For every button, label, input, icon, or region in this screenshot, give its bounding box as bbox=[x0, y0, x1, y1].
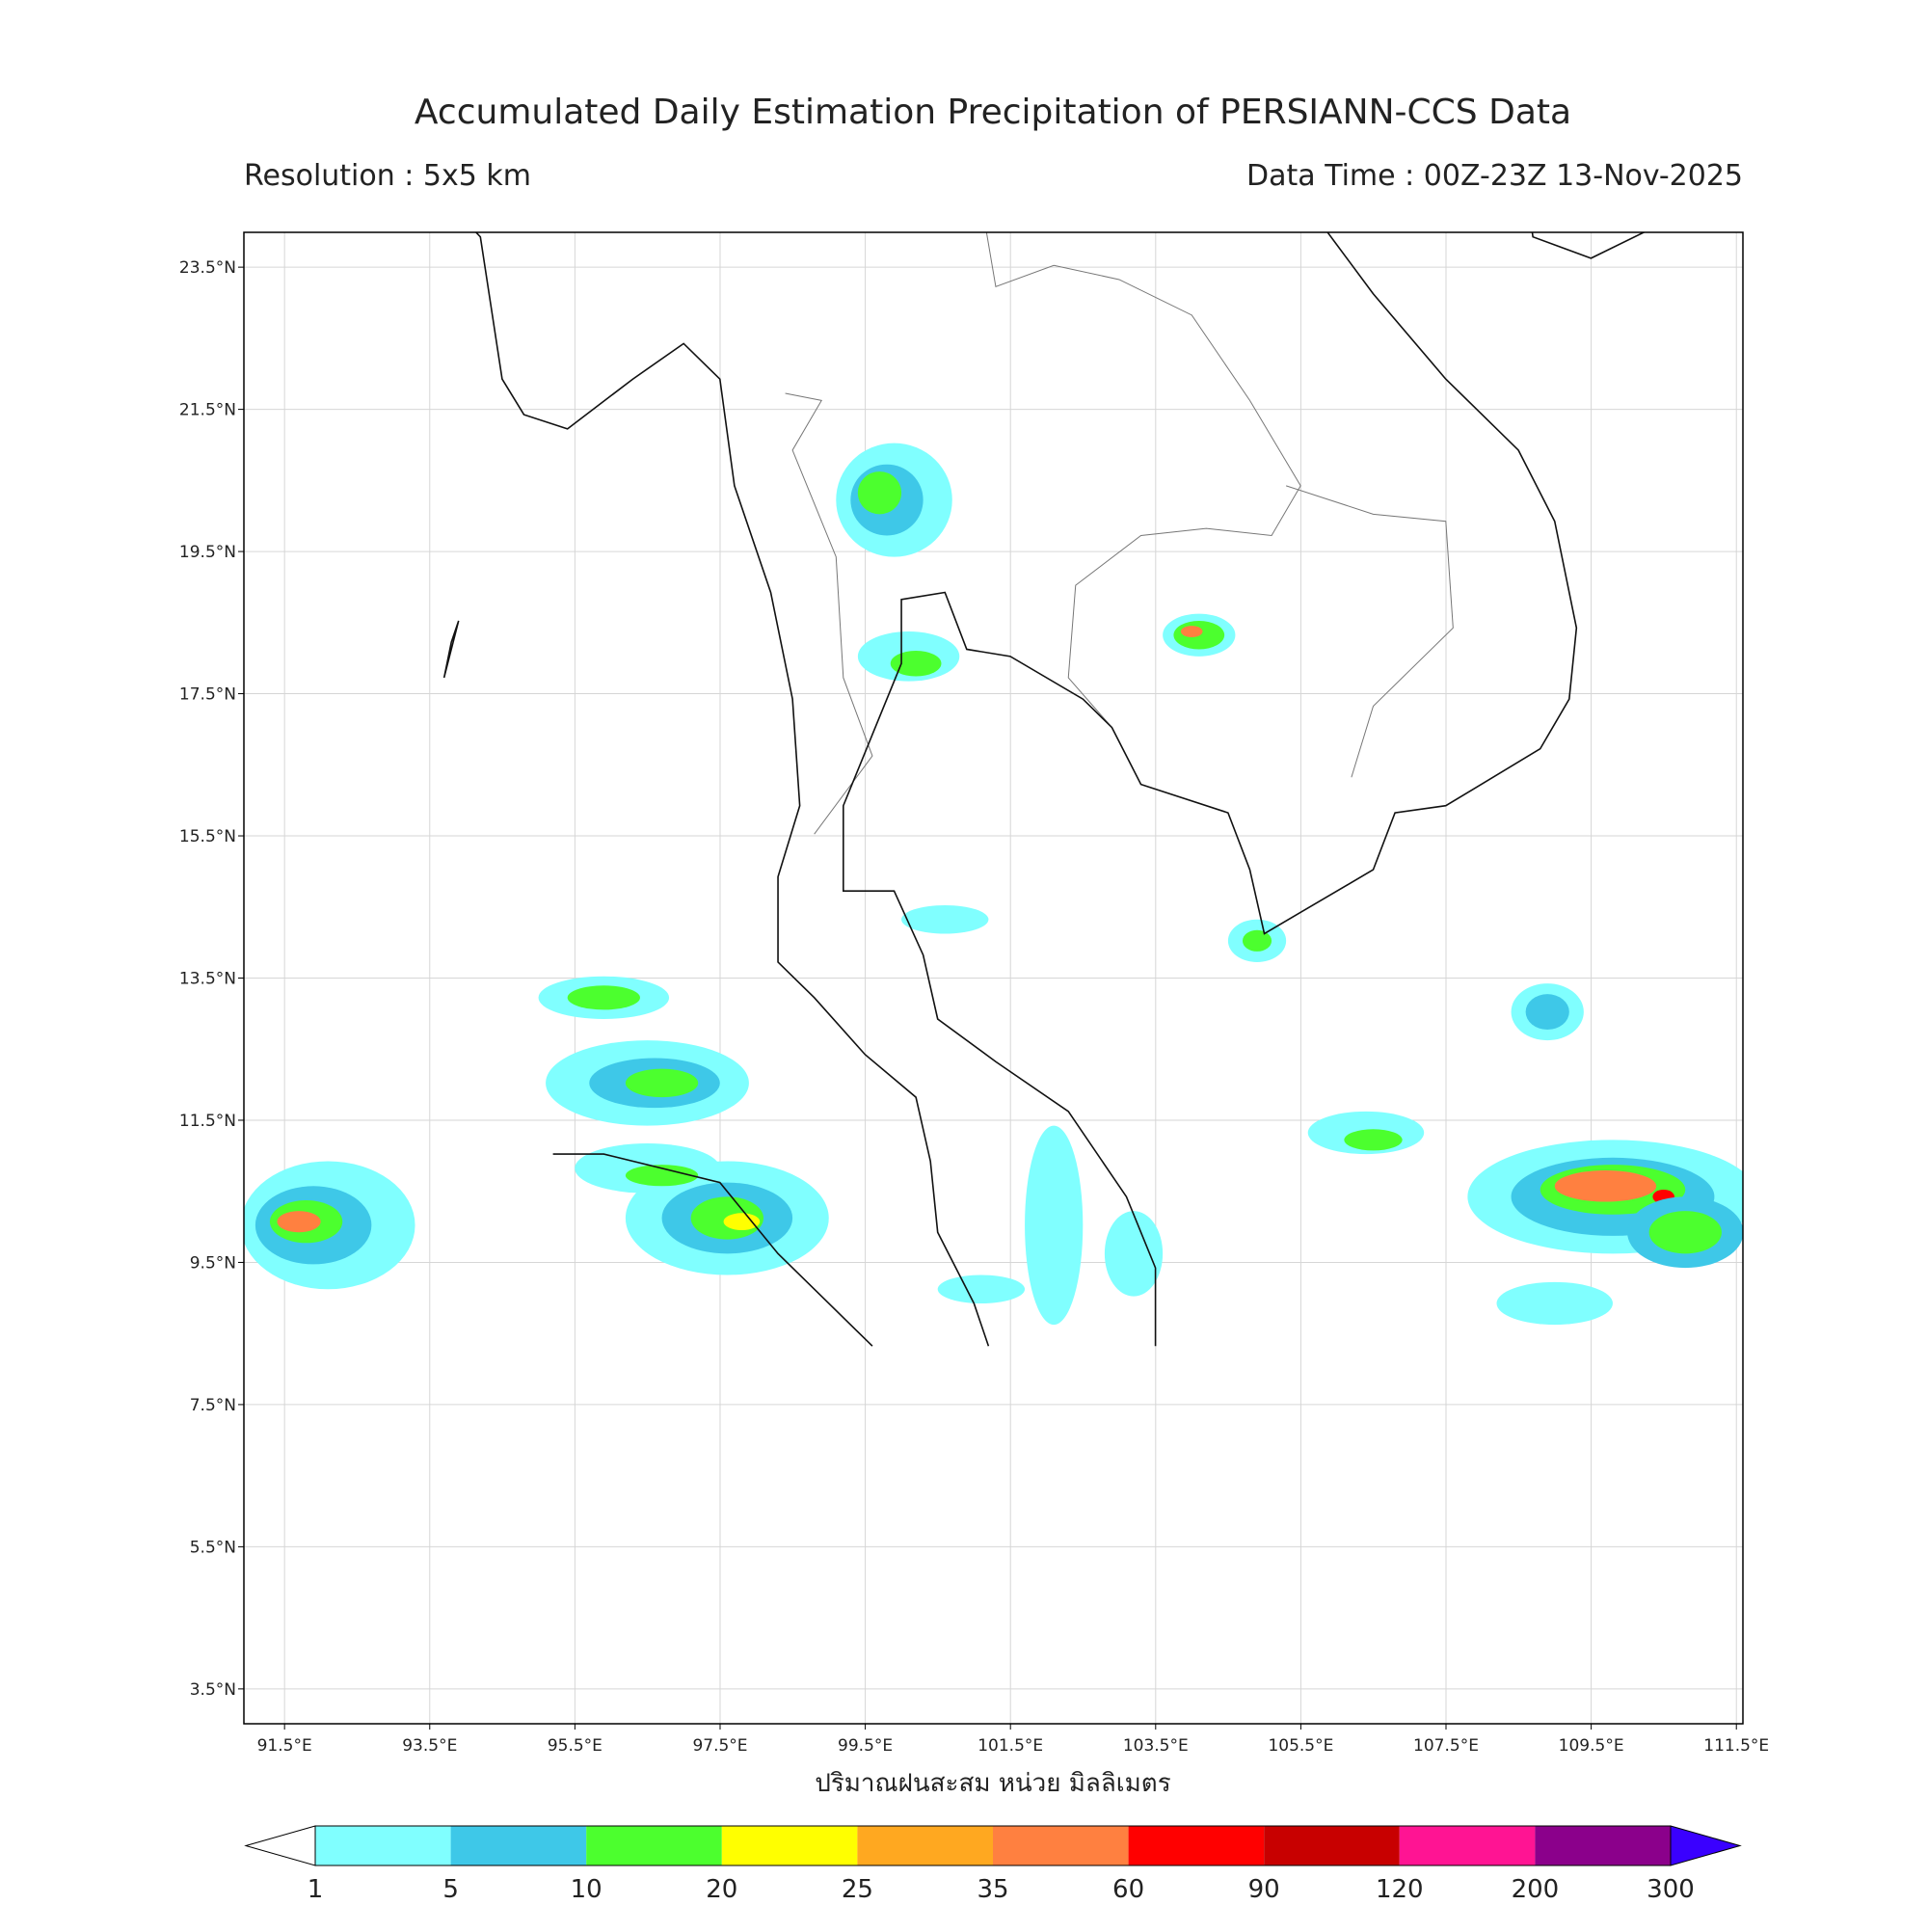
colorbar-label: 20 bbox=[706, 1875, 737, 1904]
x-tick-label: 111.5°E bbox=[1703, 1736, 1769, 1756]
colorbar-segment bbox=[1535, 1826, 1671, 1865]
y-tick-label: 17.5°N bbox=[179, 685, 236, 705]
colorbar-segment bbox=[586, 1826, 722, 1865]
colorbar-label: 5 bbox=[442, 1875, 459, 1904]
precip-area bbox=[1496, 1281, 1613, 1326]
precip-area bbox=[1344, 1129, 1403, 1151]
y-tick-label: 3.5°N bbox=[190, 1680, 236, 1700]
precip-area bbox=[723, 1213, 761, 1231]
colorbar-label: 300 bbox=[1647, 1875, 1695, 1904]
colorbar-segment bbox=[450, 1826, 587, 1865]
colorbar-label: 35 bbox=[977, 1875, 1008, 1904]
x-tick-label: 103.5°E bbox=[1123, 1736, 1189, 1756]
data-time: Data Time : 00Z-23Z 13-Nov-2025 bbox=[1246, 159, 1743, 193]
precip-area bbox=[1525, 994, 1569, 1031]
x-tick-label: 97.5°E bbox=[692, 1736, 747, 1756]
title: Accumulated Daily Estimation Precipitati… bbox=[415, 93, 1571, 132]
precip-area bbox=[1180, 626, 1203, 637]
y-tick-label: 15.5°N bbox=[179, 827, 236, 846]
map-area bbox=[244, 0, 1751, 1346]
axes: 91.5°E 93.5°E 95.5°E 97.5°E 99.5°E 101.5°E 103… bbox=[179, 258, 1769, 1756]
colorbar-label: 10 bbox=[571, 1875, 602, 1904]
country-border bbox=[408, 0, 1482, 834]
precip-area bbox=[1554, 1170, 1657, 1202]
x-tick-label: 93.5°E bbox=[402, 1736, 457, 1756]
colorbar-segment bbox=[315, 1826, 451, 1865]
y-tick-label: 11.5°N bbox=[179, 1112, 236, 1131]
y-tick-label: 13.5°N bbox=[179, 970, 236, 989]
colorbar-segment bbox=[993, 1826, 1129, 1865]
precip-area bbox=[567, 985, 640, 1010]
precip-area bbox=[901, 904, 989, 934]
x-tick-label: 109.5°E bbox=[1559, 1736, 1624, 1756]
geo-layer bbox=[244, 0, 1751, 1346]
precip-area bbox=[1648, 1211, 1722, 1254]
colorbar-label: 1 bbox=[308, 1875, 324, 1904]
colorbar-segment bbox=[857, 1826, 993, 1865]
x-tick-label: 101.5°E bbox=[977, 1736, 1043, 1756]
colorbar-segment bbox=[721, 1826, 858, 1865]
x-tick-label: 91.5°E bbox=[257, 1736, 312, 1756]
y-tick-label: 21.5°N bbox=[179, 401, 236, 420]
colorbar-segment bbox=[1128, 1826, 1265, 1865]
y-tick-label: 7.5°N bbox=[190, 1396, 236, 1415]
x-tick-label: 105.5°E bbox=[1268, 1736, 1333, 1756]
colorbar-segment bbox=[1399, 1826, 1536, 1865]
x-tick-label: 107.5°E bbox=[1413, 1736, 1479, 1756]
coastline bbox=[307, 0, 1751, 1346]
colorbar-label: 120 bbox=[1376, 1875, 1424, 1904]
colorbar-label: 90 bbox=[1248, 1875, 1280, 1904]
precip-area bbox=[937, 1275, 1026, 1303]
precip-area bbox=[857, 471, 902, 515]
y-tick-label: 9.5°N bbox=[190, 1253, 236, 1273]
precip-area bbox=[277, 1211, 321, 1233]
precip-area bbox=[1104, 1211, 1164, 1297]
precip-areas bbox=[244, 443, 1743, 1326]
colorbar-label: 60 bbox=[1112, 1875, 1144, 1904]
precip-area bbox=[1242, 929, 1272, 952]
precip-area bbox=[625, 1068, 699, 1098]
precip-area bbox=[625, 1165, 699, 1187]
precip-area bbox=[890, 650, 942, 677]
precip-area bbox=[1025, 1125, 1084, 1326]
grid bbox=[244, 232, 1743, 1724]
x-tick-label: 99.5°E bbox=[838, 1736, 893, 1756]
colorbar-frame bbox=[314, 1825, 1672, 1866]
colorbar-label: 200 bbox=[1512, 1875, 1560, 1904]
resolution: Resolution : 5x5 km bbox=[244, 159, 531, 193]
colorbar: 1 5 10 20 25 35 60 90 120 200 300 bbox=[244, 1825, 1742, 1904]
x-tick-label: 95.5°E bbox=[548, 1736, 602, 1756]
colorbar-segment bbox=[1264, 1826, 1400, 1865]
colorbar-label: 25 bbox=[842, 1875, 873, 1904]
x-axis-label: ปริมาณฝนสะสม หน่วย มิลลิเมตร bbox=[815, 1769, 1170, 1798]
y-tick-label: 23.5°N bbox=[179, 258, 236, 278]
y-tick-label: 5.5°N bbox=[190, 1538, 236, 1557]
y-tick-label: 19.5°N bbox=[179, 543, 236, 562]
